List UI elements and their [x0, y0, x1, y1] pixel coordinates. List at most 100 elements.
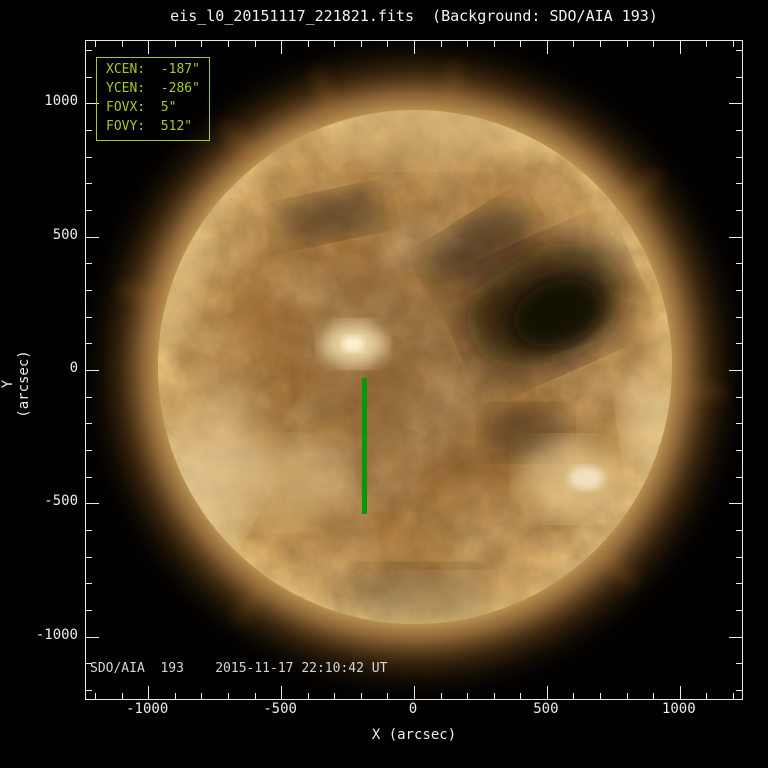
tick-mark: [729, 370, 742, 371]
tick-mark: [95, 693, 96, 699]
tick-mark: [736, 130, 742, 131]
tick-mark: [122, 41, 123, 47]
tick-mark: [600, 693, 601, 699]
tick-mark: [736, 690, 742, 691]
tick-mark: [228, 41, 229, 47]
tick-mark: [387, 693, 388, 699]
tick-mark: [736, 610, 742, 611]
tick-mark: [706, 41, 707, 47]
tick-mark: [86, 397, 92, 398]
tick-mark: [653, 693, 654, 699]
tick-mark: [281, 686, 282, 699]
tick-mark: [334, 41, 335, 47]
tick-mark: [736, 157, 742, 158]
tick-mark: [547, 41, 548, 54]
tick-mark: [736, 397, 742, 398]
tick-mark: [86, 183, 92, 184]
tick-mark: [387, 41, 388, 47]
tick-mark: [86, 77, 92, 78]
tick-mark: [736, 50, 742, 51]
tick-mark: [122, 693, 123, 699]
tick-mark: [86, 423, 92, 424]
tick-mark: [86, 130, 92, 131]
tick-mark: [414, 41, 415, 54]
fov-xcen: XCEN: -187": [106, 62, 200, 77]
tick-mark: [729, 237, 742, 238]
tick-mark: [729, 637, 742, 638]
tick-mark: [308, 693, 309, 699]
y-tick-label: 0: [69, 360, 78, 376]
x-tick-label: 0: [408, 701, 418, 717]
tick-mark: [729, 103, 742, 104]
tick-mark: [680, 686, 681, 699]
tick-mark: [627, 41, 628, 47]
tick-mark: [733, 41, 734, 47]
tick-mark: [414, 686, 415, 699]
tick-mark: [86, 317, 92, 318]
tick-mark: [148, 686, 149, 699]
solar-disk-image: [86, 41, 742, 699]
fov-info-box: XCEN: -187" YCEN: -286" FOVX: 5" FOVY: 5…: [96, 57, 210, 141]
tick-mark: [547, 686, 548, 699]
tick-mark: [494, 693, 495, 699]
image-timestamp-label: SDO/AIA 193 2015-11-17 22:10:42 UT: [90, 661, 388, 676]
tick-mark: [86, 557, 92, 558]
tick-mark: [308, 41, 309, 47]
tick-mark: [736, 263, 742, 264]
tick-mark: [86, 210, 92, 211]
tick-mark: [736, 583, 742, 584]
tick-mark: [729, 503, 742, 504]
tick-mark: [281, 41, 282, 54]
x-tick-label: -500: [263, 701, 297, 717]
tick-mark: [600, 41, 601, 47]
tick-mark: [733, 693, 734, 699]
tick-mark: [736, 477, 742, 478]
tick-mark: [86, 103, 99, 104]
y-tick-label: -1000: [35, 626, 78, 643]
tick-mark: [736, 290, 742, 291]
tick-mark: [86, 237, 99, 238]
tick-mark: [86, 610, 92, 611]
tick-mark: [736, 210, 742, 211]
tick-mark: [334, 693, 335, 699]
tick-mark: [86, 50, 92, 51]
tick-mark: [736, 183, 742, 184]
tick-mark: [361, 693, 362, 699]
tick-mark: [736, 530, 742, 531]
tick-mark: [441, 41, 442, 47]
tick-mark: [573, 693, 574, 699]
tick-mark: [361, 41, 362, 47]
eis-fov-slit-overlay: [361, 377, 367, 515]
tick-mark: [255, 41, 256, 47]
tick-mark: [520, 693, 521, 699]
y-tick-label: 1000: [44, 93, 78, 110]
x-axis-title: X (arcsec): [371, 727, 457, 743]
y-tick-label: -500: [44, 493, 78, 510]
tick-mark: [736, 663, 742, 664]
tick-mark: [653, 41, 654, 47]
tick-mark: [736, 317, 742, 318]
tick-mark: [86, 290, 92, 291]
tick-mark: [680, 41, 681, 54]
tick-mark: [736, 343, 742, 344]
x-tick-label: 500: [533, 701, 559, 717]
tick-mark: [255, 693, 256, 699]
tick-mark: [95, 41, 96, 47]
tick-mark: [441, 693, 442, 699]
tick-mark: [86, 157, 92, 158]
tick-mark: [520, 41, 521, 47]
tick-mark: [86, 690, 92, 691]
tick-mark: [736, 423, 742, 424]
tick-mark: [201, 41, 202, 47]
tick-mark: [736, 77, 742, 78]
tick-mark: [467, 693, 468, 699]
fov-fovy: FOVY: 512": [106, 119, 193, 134]
fov-fovx: FOVX: 5": [106, 100, 177, 115]
y-axis-title: Y (arcsec): [0, 350, 32, 418]
tick-mark: [86, 663, 92, 664]
tick-mark: [86, 503, 99, 504]
tick-mark: [706, 693, 707, 699]
tick-mark: [201, 693, 202, 699]
tick-mark: [86, 343, 92, 344]
